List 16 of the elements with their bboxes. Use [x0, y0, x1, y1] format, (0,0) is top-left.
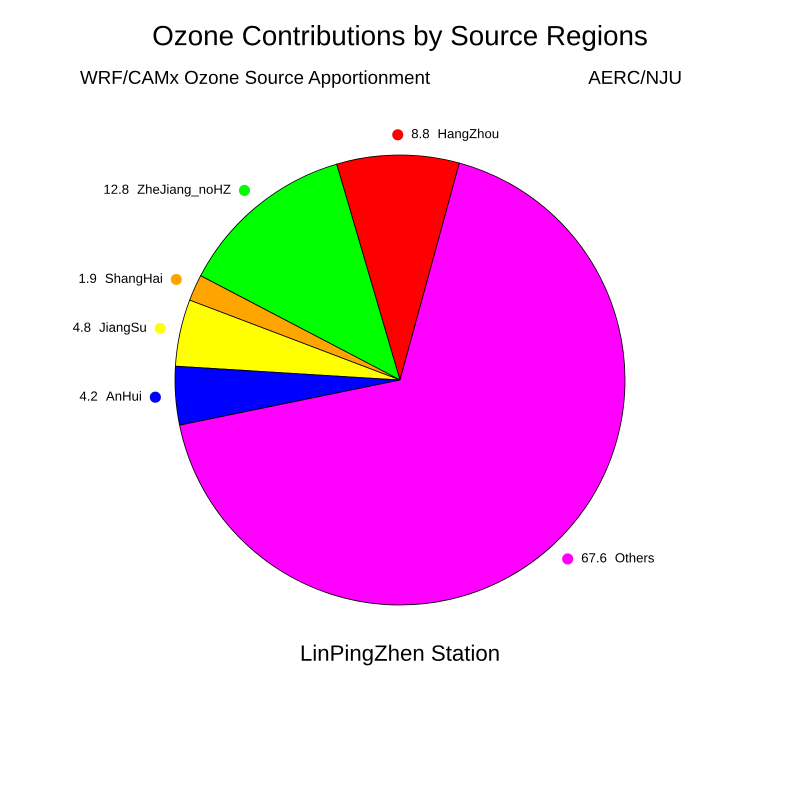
legend-label: AnHui [106, 391, 141, 401]
data-label: 12.8 [104, 184, 128, 194]
slice-label: HangZhou [438, 128, 498, 141]
data-label: 67.6 [582, 553, 606, 562]
data-label: 8.8 [412, 128, 430, 138]
data-label: 4.2 [80, 391, 98, 401]
legend-label: ShangHai [105, 273, 162, 286]
chart-title: Ozone Contributions by Source Regions [154, 25, 647, 51]
data-label: 4.8 [72, 322, 90, 332]
slice-label: Others [615, 552, 654, 562]
legend-label: ZheJiang_noHZ [137, 184, 231, 197]
legend-label: JiangSu [99, 322, 146, 335]
data-label: 1.9 [79, 274, 96, 284]
text: AERC/NJU [588, 70, 681, 84]
text: LinPingZhen Station [302, 644, 499, 666]
chart-subtitle: WRF/CAMx Ozone Source Apportionment [80, 70, 430, 88]
